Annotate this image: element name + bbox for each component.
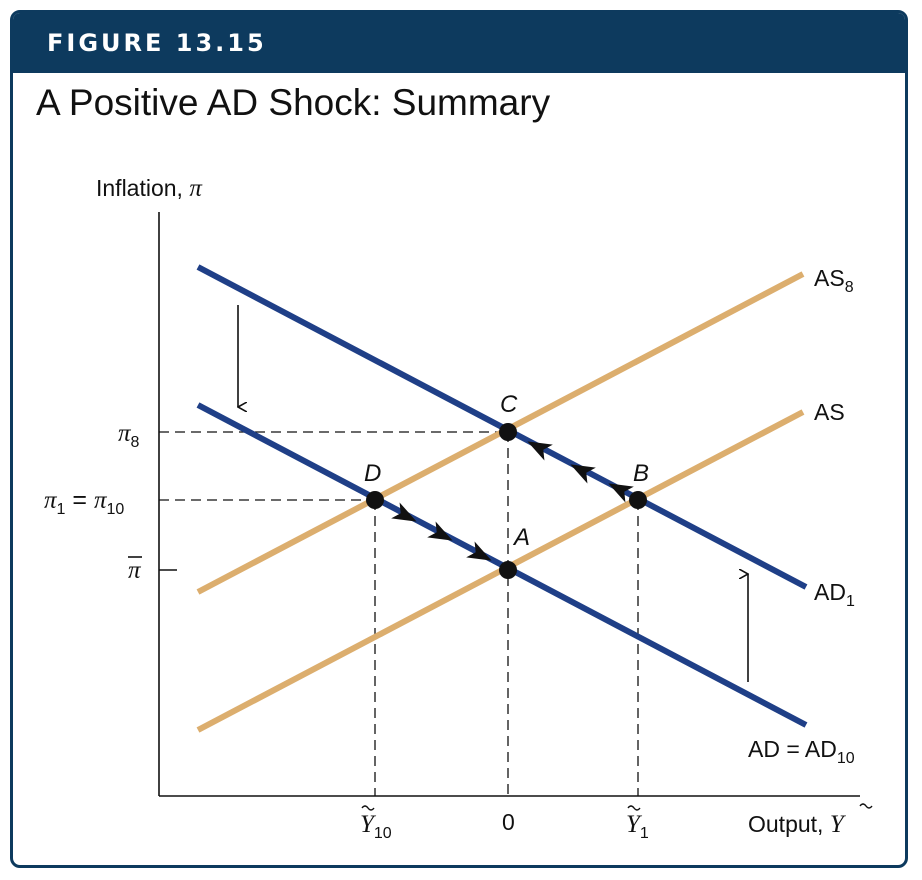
point-c: [499, 423, 517, 441]
x-tick-zero: 0: [502, 809, 515, 835]
curve-label-ad1: AD1: [814, 579, 855, 610]
point-label-d: D: [364, 460, 381, 487]
x-tick-y1-tilde: [627, 805, 641, 811]
figure-number: FIGURE 13.15: [47, 29, 267, 57]
guide-lines: [159, 431, 639, 796]
y-tick-pi8: π8: [118, 420, 140, 451]
x-tick-y10-tilde: [361, 805, 375, 811]
curve-label-as8: AS8: [814, 265, 854, 296]
point-d: [366, 491, 384, 509]
x-axis-label: Output, Y: [748, 811, 847, 838]
curve-label-ad10: AD = AD10: [748, 736, 855, 767]
x-tick-y10: Y10: [360, 811, 392, 842]
curve-label-as: AS: [814, 399, 845, 425]
figure-header: FIGURE 13.15: [13, 13, 905, 73]
point-a: [499, 561, 517, 579]
point-label-a: A: [512, 524, 530, 551]
point-label-c: C: [500, 391, 518, 418]
y-tick-pibar: π: [128, 557, 142, 584]
y-tick-pi1-pi10: π1 = π10: [44, 486, 124, 518]
figure-title: A Positive AD Shock: Summary: [36, 82, 551, 123]
point-b: [629, 491, 647, 509]
x-tick-y1: Y1: [626, 811, 649, 842]
x-axis-label-tilde: [859, 803, 873, 809]
point-label-b: B: [633, 460, 649, 487]
y-axis-label: Inflation, π: [96, 175, 203, 202]
path-b-to-c-arrows: [527, 441, 634, 503]
path-d-to-a-arrows: [391, 502, 492, 561]
